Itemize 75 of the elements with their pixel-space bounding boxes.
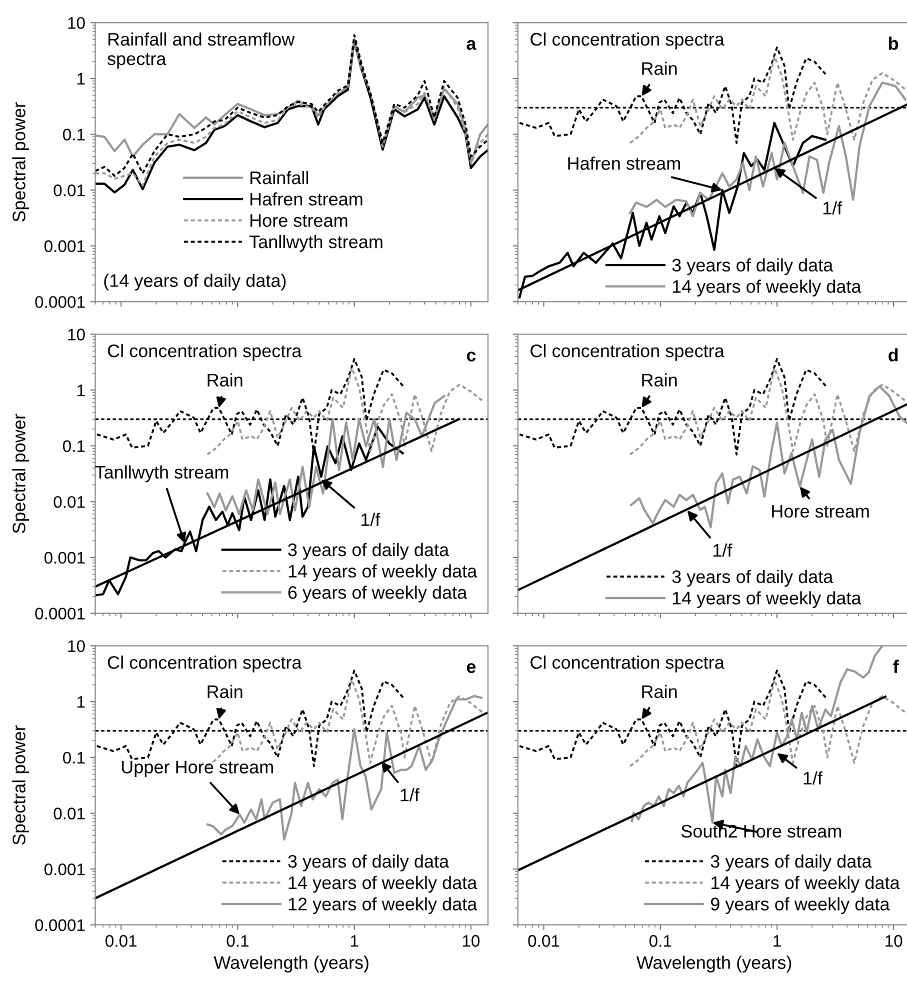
- legend-label: 3 years of daily data: [672, 570, 834, 587]
- annotation: Upper Hore stream: [122, 760, 273, 778]
- y-tick-label: 0.01: [54, 496, 85, 508]
- text: Cl concentration spectra: [108, 344, 302, 361]
- text: Cl concentration spectra: [108, 656, 302, 672]
- legend-label: 6 years of weekly data: [288, 586, 468, 602]
- annotation: Rain: [642, 62, 677, 75]
- y-tick-label: 0.1: [62, 128, 85, 140]
- y-tick-label: 0.01: [54, 184, 85, 196]
- annotation: Hore stream: [772, 505, 869, 518]
- x-tick-label: 1: [774, 935, 781, 947]
- y-axis-title: Spectral power: [12, 725, 29, 845]
- y-tick-label: 0.1: [62, 752, 85, 764]
- y-tick-label: 0.0001: [35, 296, 85, 308]
- annotation: Rain: [208, 684, 242, 698]
- y-tick-label: 10: [68, 328, 85, 340]
- annotation: 1/f: [713, 543, 732, 557]
- annotation: 1/f: [823, 201, 842, 214]
- annotation: c: [466, 352, 476, 362]
- annotation: Hafren stream: [568, 156, 680, 170]
- legend-label: 9 years of weekly data: [710, 897, 890, 914]
- y-tick-label: 0.1: [62, 440, 85, 452]
- annotation: e: [466, 663, 476, 674]
- annotation: d: [888, 348, 898, 362]
- y-tick-label: 10: [68, 17, 85, 29]
- legend-label: 3 years of daily data: [710, 854, 872, 872]
- x-tick-label: 0.1: [649, 935, 672, 947]
- y-tick-label: 1: [78, 384, 85, 396]
- annotation: 1/f: [400, 788, 420, 802]
- annotation: Rain: [208, 373, 242, 387]
- annotation: 1/f: [361, 512, 380, 526]
- text: Cl concentration spectra: [530, 656, 724, 672]
- legend-label: Hafren stream: [250, 192, 362, 206]
- annotation: 1/f: [804, 771, 823, 785]
- y-axis-title: Spectral power: [12, 102, 29, 222]
- legend-label: 3 years of daily data: [288, 542, 450, 560]
- legend-label: 12 years of weekly data: [288, 897, 478, 914]
- annotation: Tanllwyth stream: [95, 465, 228, 482]
- y-axis-title: Spectral power: [12, 414, 29, 534]
- x-tick-label: 1: [350, 935, 358, 947]
- y-tick-label: 0.001: [44, 240, 85, 252]
- y-tick-label: 0.0001: [35, 919, 85, 932]
- x-tick-label: 0.1: [226, 935, 248, 947]
- x-tick-label: 10: [886, 935, 902, 947]
- annotation: b: [889, 36, 898, 50]
- x-tick-label: 0.01: [106, 935, 137, 947]
- legend-label: Tanllwyth stream: [249, 234, 382, 252]
- x-tick-label: 10: [462, 935, 480, 947]
- legend-label: 14 years of weekly data: [672, 280, 862, 296]
- y-tick-label: 1: [78, 696, 85, 708]
- y-tick-label: 0.001: [44, 863, 85, 876]
- legend-label: 3 years of daily data: [672, 258, 834, 276]
- text: Cl concentration spectra: [530, 32, 724, 50]
- annotation: Rain: [642, 373, 677, 387]
- y-tick-label: 0.001: [44, 552, 85, 564]
- y-tick-label: 1: [78, 73, 85, 85]
- y-tick-label: 10: [68, 640, 85, 652]
- legend-label: 14 years of weekly data: [288, 564, 478, 582]
- text: Rainfall and streamflow spectra: [108, 32, 295, 69]
- legend-label: 14 years of weekly data: [672, 591, 862, 608]
- legend-label: 14 years of weekly data: [288, 876, 478, 893]
- y-tick-label: 0.0001: [35, 608, 85, 620]
- annotation: f: [893, 660, 899, 673]
- legend-label: 14 years of weekly data: [711, 876, 900, 893]
- annotation: (14 years of daily data): [104, 274, 286, 291]
- x-axis-title: Wavelength (years): [214, 956, 368, 973]
- text: Cl concentration spectra: [530, 344, 724, 361]
- legend-label: Rainfall: [250, 170, 308, 184]
- annotation: Rain: [642, 684, 677, 698]
- x-tick-label: 0.01: [528, 935, 560, 947]
- x-axis-title: Wavelength (years): [636, 956, 792, 973]
- annotation: a: [466, 40, 476, 50]
- y-tick-label: 0.01: [54, 808, 85, 820]
- legend-label: 3 years of daily data: [288, 854, 450, 872]
- legend-label: Hore stream: [250, 214, 348, 227]
